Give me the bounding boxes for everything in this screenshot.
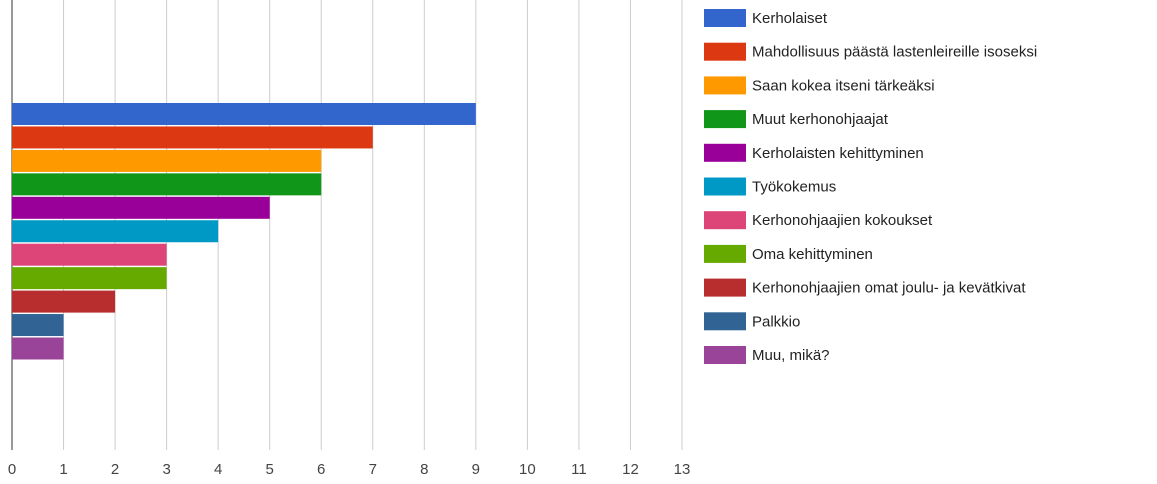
x-tick-label: 5 [266, 461, 274, 478]
legend-swatch [704, 42, 746, 61]
legend-swatch [704, 9, 746, 27]
x-tick-label: 8 [420, 461, 428, 478]
bar [12, 103, 476, 125]
bar [12, 267, 167, 290]
legend-swatch [704, 312, 746, 331]
x-tick-label: 9 [472, 461, 480, 478]
x-tick-label: 3 [162, 461, 170, 478]
legend-swatch [704, 244, 746, 263]
legend-label: Oma kehittyminen [752, 246, 873, 263]
legend-label: Mahdollisuus päästä lastenleireille isos… [752, 44, 1037, 61]
legend-swatch [704, 346, 746, 364]
x-tick-label: 7 [369, 461, 377, 478]
legend-swatch [704, 143, 746, 162]
legend-label: Kerholaiset [752, 10, 828, 27]
x-tick-label: 1 [59, 461, 67, 478]
legend-label: Palkkio [752, 313, 800, 330]
bar [12, 196, 270, 219]
legend-swatch [704, 110, 746, 129]
x-tick-label: 12 [622, 461, 639, 478]
bar [12, 243, 167, 266]
legend-label: Saan kokea itseni tärkeäksi [752, 77, 935, 94]
x-tick-label: 13 [674, 461, 691, 478]
legend-label: Kerhonohjaajien omat joulu- ja kevätkiva… [752, 280, 1026, 297]
legend-label: Muu, mikä? [752, 347, 830, 364]
legend-swatch [704, 177, 746, 196]
bar [12, 173, 322, 196]
x-tick-label: 10 [519, 461, 536, 478]
legend-label: Muut kerhonohjaajat [752, 111, 889, 128]
bar [12, 290, 116, 313]
legend-swatch [704, 278, 746, 297]
legend-swatch [704, 211, 746, 230]
legend-label: Työkokemus [752, 178, 836, 195]
bar [12, 126, 373, 149]
x-tick-label: 0 [8, 461, 16, 478]
legend-swatch [704, 76, 746, 95]
legend-label: Kerhonohjaajien kokoukset [752, 212, 933, 229]
x-tick-label: 2 [111, 461, 119, 478]
bar [12, 220, 219, 243]
bar [12, 149, 322, 172]
bar [12, 314, 64, 337]
legend-label: Kerholaisten kehittyminen [752, 145, 924, 162]
x-tick-label: 11 [571, 461, 587, 478]
bar [12, 337, 64, 360]
x-tick-label: 4 [214, 461, 222, 478]
x-tick-label: 6 [317, 461, 325, 478]
